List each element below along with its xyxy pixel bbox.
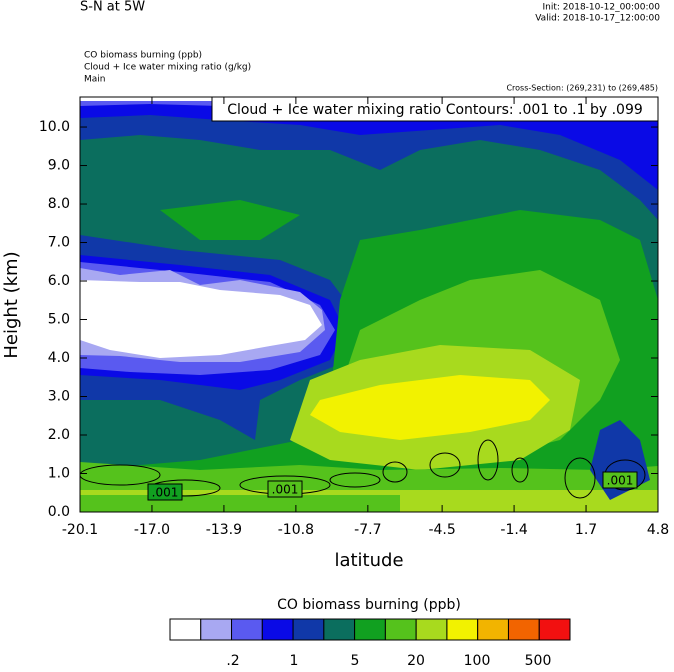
y-tick-label: 1.0 [48, 466, 70, 482]
colorbar-box [169, 618, 202, 641]
colorbar-label: 20 [407, 653, 425, 668]
x-tick-label: -10.8 [278, 522, 314, 538]
x-tick-label: -20.1 [62, 522, 98, 538]
contour-label: .001 [607, 474, 634, 488]
colorbar-box [477, 618, 509, 641]
colorbar-box [538, 618, 571, 641]
contour-label-box [267, 480, 303, 498]
y-tick-label: 8.0 [48, 196, 70, 212]
x-tick-label: 1.7 [575, 522, 597, 538]
y-axis-label: Height (km) [1, 251, 22, 358]
y-tick-label: 10.0 [39, 119, 70, 135]
chart-title: S-N at 5W [80, 0, 145, 15]
colorbar-box [507, 618, 540, 641]
x-tick-label: -1.4 [500, 522, 527, 538]
field-name: CO biomass burning (ppb) [84, 51, 202, 61]
colorbar-label: 500 [525, 653, 552, 668]
cross-section: Cross-Section: (269,231) to (269,485) [506, 84, 658, 93]
contour-info-box [211, 96, 659, 122]
y-tick-label: 3.0 [48, 389, 70, 405]
y-tick-label: 7.0 [48, 235, 70, 251]
colorbar-box [292, 618, 325, 641]
x-axis-label: latitude [334, 550, 403, 571]
x-tick-label: 4.8 [647, 522, 669, 538]
contour-label: .001 [152, 486, 179, 500]
colorbar-box [384, 618, 417, 641]
y-tick-label: 6.0 [48, 273, 70, 289]
colorbar-box [446, 618, 479, 641]
contour-label: .001 [272, 483, 299, 497]
colorbar-box [261, 618, 294, 641]
colorbar-label: 5 [351, 653, 360, 668]
y-tick-label: 9.0 [48, 158, 70, 174]
x-tick-label: -4.5 [428, 522, 455, 538]
contour-fill [80, 97, 658, 512]
valid-time: Valid: 2018-10-17_12:00:00 [535, 14, 660, 24]
x-tick-label: -17.0 [134, 522, 170, 538]
colorbar-box [415, 618, 448, 641]
colorbar-label: .2 [226, 653, 239, 668]
colorbar-label: 1 [290, 653, 299, 668]
colorbar-box [323, 618, 356, 641]
colorbar-box [231, 618, 263, 641]
colorbar-box [354, 618, 386, 641]
y-tick-label: 4.0 [48, 350, 70, 366]
colorbar-box [200, 618, 233, 641]
field-name: Main [84, 75, 106, 85]
x-tick-label: -13.9 [206, 522, 242, 538]
colorbar-label: 100 [464, 653, 491, 668]
contour-info: Cloud + Ice water mixing ratio Contours:… [227, 102, 643, 118]
contour-label-box [602, 471, 638, 489]
field-name: Cloud + Ice water mixing ratio (g/kg) [84, 63, 251, 73]
colorbar-title: CO biomass burning (ppb) [277, 597, 461, 613]
y-tick-label: 0.0 [48, 504, 70, 520]
x-tick-label: -7.7 [354, 522, 381, 538]
y-tick-label: 5.0 [48, 312, 70, 328]
init-time: Init: 2018-10-12_00:00:00 [542, 3, 660, 13]
y-tick-label: 2.0 [48, 427, 70, 443]
contour-label-box [147, 483, 183, 501]
